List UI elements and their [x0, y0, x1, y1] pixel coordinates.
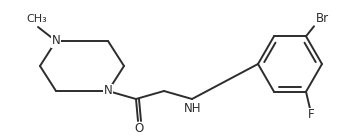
Text: N: N: [104, 84, 112, 98]
Text: F: F: [308, 108, 314, 121]
Text: CH₃: CH₃: [27, 14, 47, 24]
Text: N: N: [52, 35, 60, 47]
Text: O: O: [134, 123, 144, 135]
Text: Br: Br: [315, 12, 329, 25]
Text: NH: NH: [184, 103, 202, 115]
